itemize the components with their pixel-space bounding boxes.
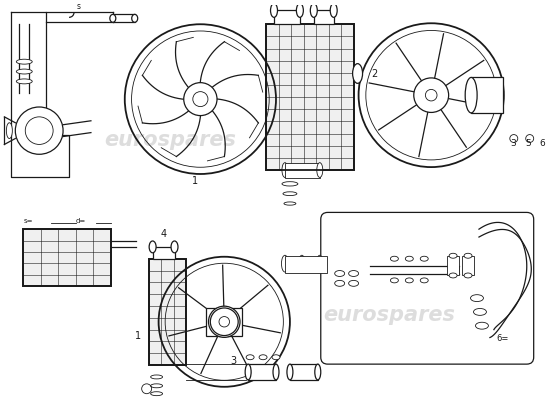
Ellipse shape <box>272 355 280 360</box>
Ellipse shape <box>259 355 267 360</box>
Ellipse shape <box>465 78 477 113</box>
Circle shape <box>15 107 63 154</box>
Ellipse shape <box>284 202 296 205</box>
Circle shape <box>210 308 238 336</box>
Ellipse shape <box>330 4 337 17</box>
Ellipse shape <box>273 364 279 380</box>
Ellipse shape <box>132 14 138 22</box>
Bar <box>148 259 186 365</box>
Text: 1: 1 <box>135 330 141 340</box>
Ellipse shape <box>151 384 163 388</box>
Ellipse shape <box>349 270 359 276</box>
Bar <box>248 364 276 380</box>
Text: eurospares: eurospares <box>104 130 236 150</box>
Text: 5: 5 <box>526 140 531 148</box>
Text: 4: 4 <box>161 229 167 239</box>
Bar <box>266 24 354 170</box>
Text: 3: 3 <box>510 140 515 148</box>
Ellipse shape <box>335 280 345 286</box>
Ellipse shape <box>310 4 317 17</box>
Ellipse shape <box>335 270 345 276</box>
Bar <box>23 229 111 286</box>
Ellipse shape <box>449 253 457 258</box>
Ellipse shape <box>283 192 297 196</box>
Bar <box>290 364 318 380</box>
Ellipse shape <box>317 163 323 178</box>
Bar <box>266 24 354 170</box>
Ellipse shape <box>349 280 359 286</box>
Ellipse shape <box>151 375 163 379</box>
Ellipse shape <box>353 64 362 83</box>
Ellipse shape <box>470 295 483 302</box>
Ellipse shape <box>16 79 32 84</box>
Ellipse shape <box>420 278 428 283</box>
Ellipse shape <box>16 69 32 74</box>
Ellipse shape <box>282 163 288 178</box>
Bar <box>314 10 334 24</box>
Ellipse shape <box>16 59 32 64</box>
Text: eurospares: eurospares <box>323 305 455 325</box>
Text: 2: 2 <box>371 68 378 78</box>
Bar <box>152 247 174 259</box>
Ellipse shape <box>316 255 323 272</box>
Ellipse shape <box>287 364 293 380</box>
Ellipse shape <box>315 364 321 380</box>
Circle shape <box>425 90 437 101</box>
Bar <box>447 256 459 276</box>
Ellipse shape <box>390 256 398 261</box>
Bar <box>148 259 186 365</box>
Bar <box>274 10 300 24</box>
Text: 6=: 6= <box>497 334 509 344</box>
Text: s: s <box>77 2 81 12</box>
Ellipse shape <box>282 182 298 186</box>
Circle shape <box>208 306 240 337</box>
Ellipse shape <box>299 255 305 272</box>
Circle shape <box>184 83 217 116</box>
Circle shape <box>414 78 449 112</box>
Ellipse shape <box>171 241 178 253</box>
Ellipse shape <box>282 255 288 272</box>
Ellipse shape <box>246 355 254 360</box>
Text: 6: 6 <box>540 140 546 148</box>
Bar <box>113 14 135 22</box>
Ellipse shape <box>474 308 486 315</box>
Bar <box>462 256 474 276</box>
Bar <box>285 163 320 178</box>
Text: 1: 1 <box>192 176 199 186</box>
Ellipse shape <box>296 4 304 17</box>
Ellipse shape <box>476 322 488 329</box>
Ellipse shape <box>420 256 428 261</box>
Ellipse shape <box>7 123 12 138</box>
Bar <box>471 78 503 113</box>
Text: s=: s= <box>23 218 33 224</box>
Ellipse shape <box>464 273 472 278</box>
Circle shape <box>193 92 208 107</box>
Ellipse shape <box>110 14 116 22</box>
Ellipse shape <box>151 392 163 396</box>
Ellipse shape <box>271 4 278 17</box>
Bar <box>23 229 111 286</box>
Ellipse shape <box>149 241 156 253</box>
Ellipse shape <box>390 278 398 283</box>
Bar <box>285 256 327 272</box>
Text: d=: d= <box>76 218 86 224</box>
Ellipse shape <box>405 256 413 261</box>
Ellipse shape <box>245 364 251 380</box>
Ellipse shape <box>464 253 472 258</box>
Circle shape <box>219 316 229 327</box>
Bar <box>206 308 242 336</box>
Text: 3: 3 <box>230 356 236 366</box>
Ellipse shape <box>449 273 457 278</box>
Ellipse shape <box>405 278 413 283</box>
